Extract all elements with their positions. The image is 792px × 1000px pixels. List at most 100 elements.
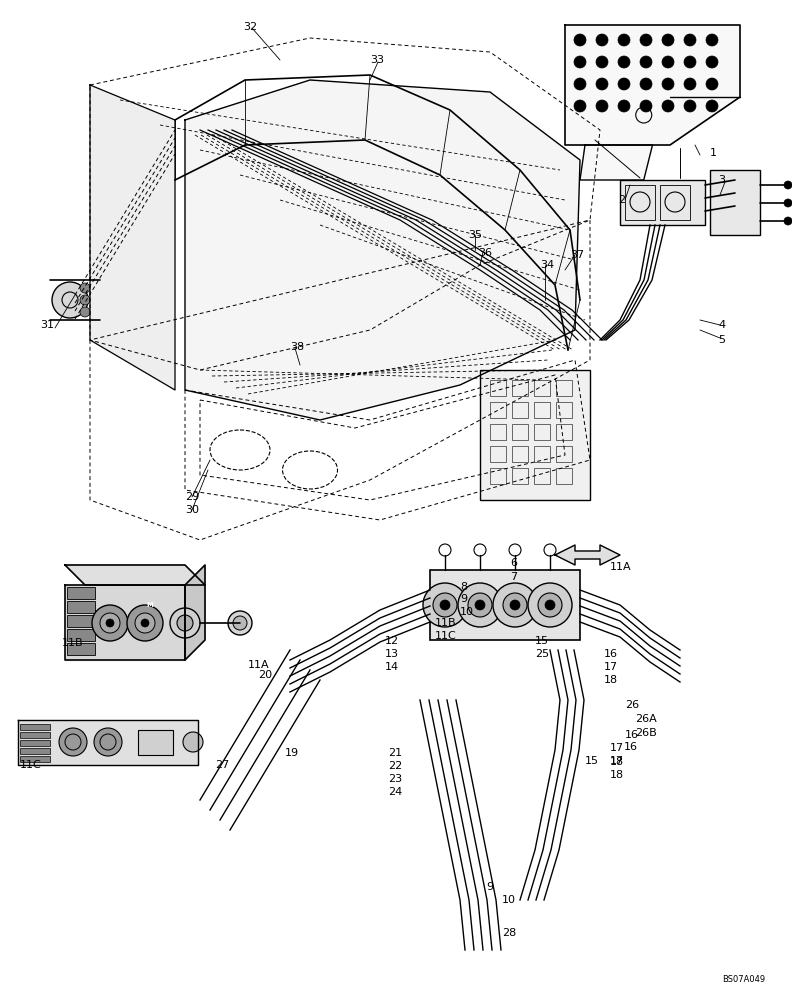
Circle shape [141,619,149,627]
Bar [556,468,572,484]
Bar [512,380,528,396]
Text: 9: 9 [460,594,467,604]
Polygon shape [565,25,740,145]
Circle shape [734,202,742,210]
Circle shape [510,600,520,610]
Polygon shape [65,585,185,660]
Text: 25: 25 [535,649,549,659]
Circle shape [228,611,252,635]
Circle shape [640,78,652,90]
Bar [512,402,528,418]
Polygon shape [185,80,580,420]
Circle shape [662,34,674,46]
Circle shape [706,56,718,68]
Bar [67,615,95,627]
Text: 37: 37 [570,250,584,260]
Text: 4: 4 [718,320,725,330]
Text: 12: 12 [385,636,399,646]
Bar [534,424,550,440]
Bar [490,468,506,484]
Text: 36: 36 [478,248,492,258]
Text: 15: 15 [585,756,599,766]
Polygon shape [18,720,198,765]
Polygon shape [580,145,653,180]
Text: 38: 38 [290,342,304,352]
Bar [490,402,506,418]
Circle shape [596,100,608,112]
Circle shape [493,583,537,627]
Bar [20,756,50,762]
Text: 8: 8 [460,582,467,592]
Text: 14: 14 [385,662,399,672]
Bar [490,380,506,396]
Circle shape [662,56,674,68]
Circle shape [440,600,450,610]
Text: 23: 23 [388,774,402,784]
Circle shape [127,605,163,641]
Text: 30: 30 [185,505,199,515]
Circle shape [423,583,467,627]
Bar [67,629,95,641]
Circle shape [734,189,742,197]
Bar [67,601,95,613]
Bar [512,424,528,440]
Circle shape [59,728,87,756]
Circle shape [433,593,457,617]
Circle shape [618,100,630,112]
Bar [556,380,572,396]
Bar [20,748,50,754]
Text: 10: 10 [460,607,474,617]
Text: 11B: 11B [62,638,84,648]
Bar [534,468,550,484]
Circle shape [80,283,90,293]
Polygon shape [185,565,205,660]
Text: 19: 19 [285,748,299,758]
Bar [556,424,572,440]
Bar [512,446,528,462]
Text: 16: 16 [604,649,618,659]
Circle shape [80,295,90,305]
Bar [620,180,705,225]
Circle shape [528,583,572,627]
Bar [480,370,590,500]
Bar [490,424,506,440]
Text: 5: 5 [718,335,725,345]
Text: 9: 9 [486,882,493,892]
Circle shape [596,56,608,68]
Circle shape [183,732,203,752]
Circle shape [684,100,696,112]
Bar [534,446,550,462]
Circle shape [618,78,630,90]
Text: 18: 18 [610,770,624,780]
Circle shape [662,100,674,112]
Text: 11C: 11C [20,760,42,770]
Circle shape [618,56,630,68]
Circle shape [135,613,155,633]
Circle shape [100,613,120,633]
Circle shape [538,593,562,617]
Text: 34: 34 [540,260,554,270]
Text: 11A: 11A [610,562,632,572]
Text: 3: 3 [718,175,725,185]
Bar [625,185,655,220]
Text: M: M [147,602,154,608]
Text: 20: 20 [258,670,272,680]
Circle shape [574,78,586,90]
Text: 18: 18 [610,757,624,767]
Circle shape [706,100,718,112]
Text: 21: 21 [388,748,402,758]
Text: 27: 27 [215,760,229,770]
Bar [660,185,690,220]
Text: 10: 10 [502,895,516,905]
Text: 29: 29 [185,492,200,502]
Text: 28: 28 [502,928,516,938]
Circle shape [80,307,90,317]
Circle shape [706,34,718,46]
Bar [512,468,528,484]
Polygon shape [90,85,175,390]
Circle shape [92,605,128,641]
Circle shape [640,100,652,112]
Circle shape [684,34,696,46]
Text: 6: 6 [510,558,517,568]
Circle shape [596,34,608,46]
